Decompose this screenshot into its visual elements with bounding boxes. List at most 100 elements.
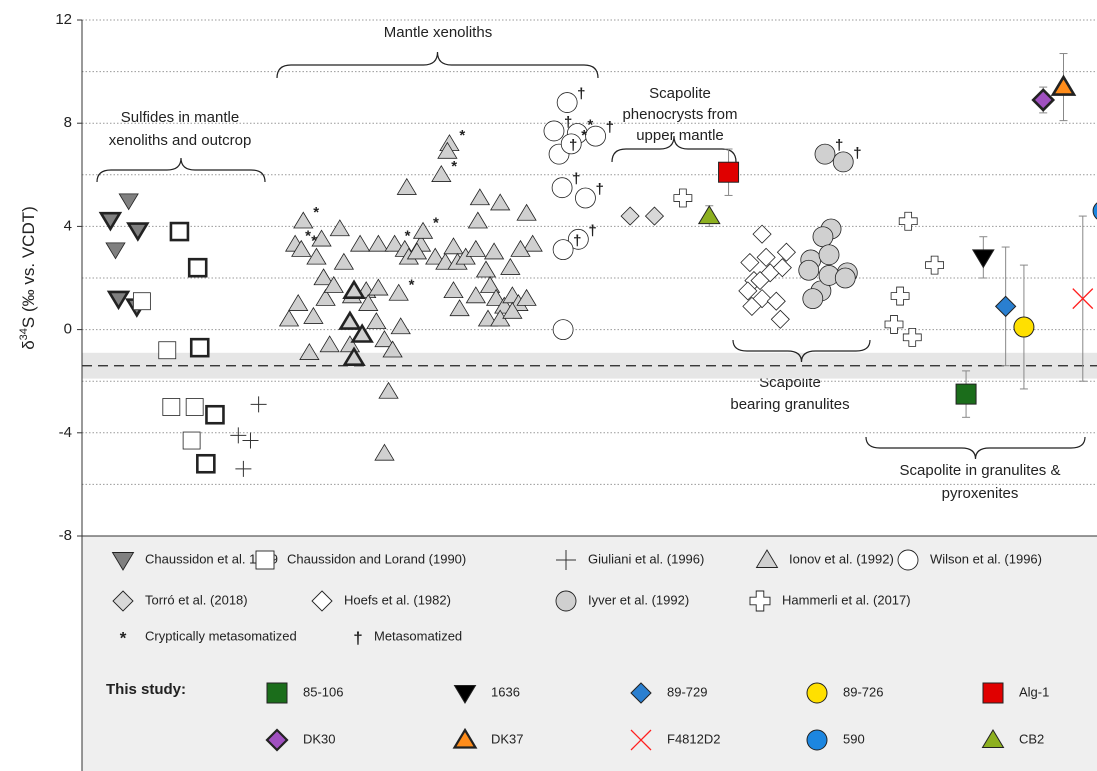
point bbox=[552, 319, 574, 341]
legend-marker bbox=[111, 552, 135, 571]
point bbox=[425, 247, 446, 265]
point bbox=[644, 206, 665, 226]
legend-label: DK30 bbox=[303, 731, 336, 746]
point bbox=[349, 234, 371, 252]
y-tick-label: -4 bbox=[59, 424, 72, 441]
point bbox=[490, 193, 511, 211]
legend-label: Hammerli et al. (2017) bbox=[782, 592, 911, 607]
point bbox=[832, 151, 854, 173]
point bbox=[925, 255, 944, 275]
legend-label: Ionov et al. (1992) bbox=[789, 551, 894, 566]
point bbox=[475, 260, 497, 278]
legend-marker bbox=[112, 590, 134, 612]
point bbox=[333, 252, 355, 270]
flag-symbol: † bbox=[853, 145, 861, 162]
flag-symbol: † bbox=[573, 233, 581, 250]
legend-marker bbox=[311, 590, 333, 612]
point bbox=[378, 381, 399, 399]
legend-flag-symbol: * bbox=[120, 628, 127, 647]
legend-label: CB2 bbox=[1019, 731, 1044, 746]
point bbox=[560, 133, 582, 155]
point bbox=[342, 279, 366, 299]
flag-symbol: * bbox=[459, 127, 465, 144]
legend-marker bbox=[981, 729, 1005, 748]
point bbox=[483, 242, 505, 260]
point bbox=[465, 239, 486, 257]
point bbox=[551, 177, 573, 199]
point bbox=[205, 404, 225, 425]
point bbox=[902, 327, 922, 347]
point bbox=[752, 224, 772, 244]
point bbox=[412, 221, 434, 239]
point bbox=[342, 346, 366, 367]
annotation: Scapolite in granulites & pyroxenites bbox=[900, 462, 1061, 502]
point bbox=[329, 219, 350, 237]
legend-marker bbox=[982, 682, 1004, 704]
flag-symbol: † bbox=[564, 114, 572, 131]
legend-marker bbox=[897, 549, 919, 571]
point bbox=[396, 177, 417, 195]
legend-marker bbox=[555, 590, 577, 612]
brace bbox=[732, 339, 871, 363]
brace bbox=[276, 51, 599, 79]
flag-symbol: * bbox=[433, 215, 439, 232]
point bbox=[106, 290, 131, 311]
point bbox=[510, 239, 531, 257]
point bbox=[323, 275, 344, 293]
flag-symbol: † bbox=[572, 171, 580, 188]
point bbox=[126, 222, 150, 242]
point bbox=[467, 211, 489, 229]
point bbox=[772, 258, 792, 278]
point bbox=[315, 288, 336, 306]
point bbox=[1031, 88, 1056, 112]
flag-symbol: * bbox=[311, 233, 317, 250]
point bbox=[818, 244, 840, 266]
point bbox=[132, 292, 151, 311]
legend-label: Hoefs et al. (1982) bbox=[344, 592, 451, 607]
legend-label: Giuliani et al. (1996) bbox=[588, 551, 704, 566]
point bbox=[358, 294, 379, 311]
annotation: Sulfides in mantle xenoliths and outcrop bbox=[109, 109, 252, 149]
point bbox=[431, 165, 452, 182]
point bbox=[368, 234, 389, 252]
point bbox=[516, 203, 537, 221]
legend-marker bbox=[266, 682, 288, 704]
flag-symbol: * bbox=[451, 158, 457, 175]
point bbox=[338, 310, 362, 330]
point bbox=[742, 296, 762, 316]
point bbox=[443, 281, 464, 299]
legend-label: Chaussidon et al. 1989 bbox=[145, 551, 278, 566]
point bbox=[543, 120, 565, 142]
legend-marker bbox=[453, 685, 477, 704]
point bbox=[575, 187, 596, 209]
point bbox=[814, 143, 836, 165]
point bbox=[673, 188, 693, 208]
point bbox=[291, 239, 312, 257]
point bbox=[388, 283, 409, 301]
point bbox=[522, 234, 543, 252]
point bbox=[1072, 288, 1094, 310]
point bbox=[884, 315, 904, 334]
point bbox=[750, 271, 770, 291]
point bbox=[250, 396, 267, 413]
point bbox=[718, 161, 740, 183]
legend-marker bbox=[749, 590, 771, 612]
point bbox=[196, 453, 216, 474]
point bbox=[311, 229, 332, 247]
point bbox=[185, 398, 204, 416]
point bbox=[319, 335, 340, 353]
point bbox=[105, 242, 126, 260]
point bbox=[756, 247, 776, 267]
annotation: Scapolite phenocrysts from upper mantle bbox=[622, 85, 737, 144]
point bbox=[890, 286, 910, 306]
point bbox=[384, 234, 405, 252]
legend-label: 85-106 bbox=[303, 684, 343, 699]
legend-marker bbox=[755, 549, 779, 568]
flag-symbol: * bbox=[305, 227, 311, 244]
point bbox=[556, 92, 578, 113]
point bbox=[162, 398, 181, 416]
point bbox=[235, 460, 252, 477]
legend-marker bbox=[265, 728, 289, 752]
y-axis-label: δ34S (‰ vs. VCDT) bbox=[18, 206, 39, 350]
